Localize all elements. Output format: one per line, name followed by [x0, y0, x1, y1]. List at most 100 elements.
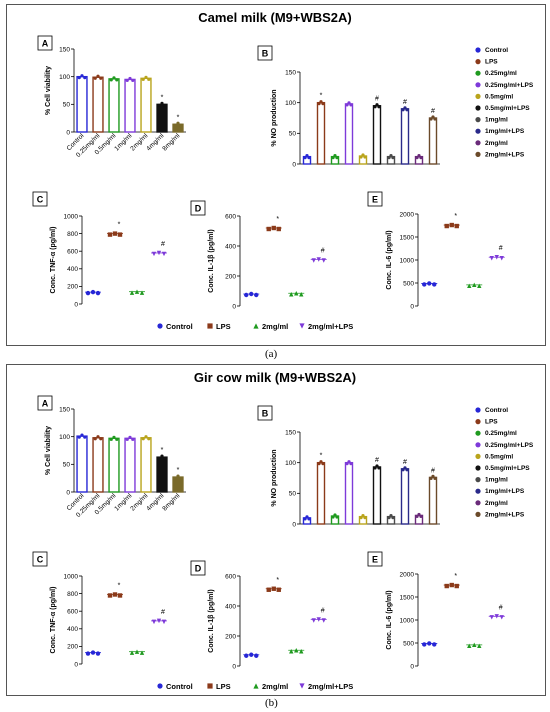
fig0-legend-bottom-label: 2mg/ml	[262, 322, 288, 331]
fig0-panel-B-legend-label: 1mg/ml+LPS	[485, 128, 525, 135]
fig0-panel-B-legend-swatch	[475, 117, 481, 123]
fig1-panel-A-point	[163, 456, 167, 460]
fig1-panel-B-legend-swatch	[475, 419, 481, 425]
fig0-panel-B-ytick-label: 0	[292, 161, 296, 168]
fig1-panel-B-point	[363, 516, 367, 520]
fig0-panel-E-annotation: *	[454, 213, 457, 220]
fig1-legend-bottom-label: 2mg/ml+LPS	[308, 682, 353, 691]
fig1-panel-B-legend-swatch	[475, 407, 481, 413]
fig0-panel-D-ytick-label: 0	[232, 303, 236, 310]
fig0-panel-C-point	[117, 232, 123, 237]
fig0-panel-A-point	[128, 76, 132, 81]
fig1-panel-C-ytick-label: 800	[67, 591, 78, 598]
fig1-panel-E-point	[432, 642, 437, 647]
fig1-panel-B-point	[373, 466, 377, 470]
fig0-panel-A-point	[176, 121, 180, 125]
fig1-panel-B-legend-swatch	[475, 453, 481, 459]
figure-a-box	[6, 4, 546, 346]
fig1-panel-C-letter-box	[32, 551, 48, 567]
fig1-panel-B-point	[387, 516, 391, 520]
fig1-panel-C-annotation: *	[118, 582, 121, 589]
fig1-panel-B-letter: B	[262, 409, 269, 419]
fig0-panel-A-point	[147, 77, 151, 81]
fig0-panel-A-point	[109, 78, 113, 82]
fig1-panel-B-ytick-label: 150	[285, 429, 296, 436]
fig0-panel-D-point	[276, 226, 281, 232]
fig1-panel-C-point	[85, 651, 91, 656]
fig0-panel-B-point	[361, 153, 365, 157]
fig0-panel-A-point	[163, 103, 167, 107]
fig0-panel-B-ytick-label: 150	[285, 69, 296, 76]
fig0-panel-E-point	[467, 283, 472, 289]
fig1-panel-D-point	[311, 618, 316, 623]
fig0-panel-A-ytick-label: 150	[59, 46, 70, 53]
fig1-panel-B-annotation: #	[403, 459, 407, 466]
fig0-panel-B-legend-swatch	[475, 128, 481, 134]
fig1-panel-A-bar	[76, 435, 88, 493]
fig0-panel-E-letter: E	[372, 195, 378, 205]
fig1-panel-C-point	[129, 650, 135, 655]
fig1-legend-bottom-label: Control	[166, 682, 193, 691]
fig1-panel-B-legend-swatch	[475, 488, 481, 494]
fig0-panel-A-bar	[156, 103, 168, 133]
fig0-panel-B-point	[373, 105, 377, 109]
fig1-panel-B-legend-swatch	[475, 430, 481, 436]
fig0-panel-B-point	[345, 103, 349, 107]
fig1-panel-B-bar	[316, 461, 326, 525]
fig1-panel-B-point	[431, 474, 435, 478]
fig0-panel-E-point	[477, 283, 482, 289]
fig0-panel-E-point	[422, 282, 427, 287]
fig1-panel-A-bar	[156, 456, 168, 493]
fig0-panel-D-point	[321, 258, 326, 263]
fig1-panel-B-point	[303, 517, 307, 521]
fig1-panel-A-point	[176, 474, 180, 478]
fig0-panel-E-letter-box	[367, 191, 383, 207]
fig0-panel-B-point	[419, 156, 423, 160]
fig1-panel-A-bar	[124, 437, 136, 493]
fig0-panel-E-point	[489, 256, 494, 261]
fig1-panel-B-point	[417, 512, 421, 517]
fig1-panel-B-point	[305, 515, 309, 519]
fig1-panel-C-point	[95, 651, 101, 656]
fig0-panel-C-ytick-label: 800	[67, 231, 78, 238]
fig0-panel-A-point	[125, 78, 129, 83]
fig0-panel-A-point	[112, 76, 116, 80]
fig0-panel-B-annotation: *	[320, 93, 323, 100]
fig1-panel-B-legend-label: 0.5mg/ml+LPS	[485, 465, 530, 472]
fig0-panel-B-point	[387, 156, 391, 160]
fig1-legend-bottom-swatch	[299, 683, 305, 689]
fig0-panel-B-ytick-label: 100	[285, 100, 296, 107]
fig1-panel-A-point	[128, 435, 132, 439]
fig0-panel-E-point	[432, 282, 437, 287]
fig0-panel-C-annotation: #	[161, 241, 165, 248]
fig1-panel-B-legend-label: 2mg/ml	[485, 500, 508, 507]
fig0-panel-B-legend-swatch	[475, 59, 481, 65]
fig1-panel-B-point	[415, 514, 419, 519]
fig0-panel-B-point	[363, 155, 367, 159]
fig1-panel-A-category-label: 8mg/ml	[161, 492, 181, 512]
fig0-panel-C-ytick-label: 0	[74, 301, 78, 308]
fig0-panel-B-point	[389, 154, 393, 158]
fig0-panel-B-bar	[372, 105, 382, 165]
fig1-panel-D-ylabel: Conc. IL-1β (pg/ml)	[208, 589, 215, 652]
fig0-panel-E-point	[454, 223, 459, 229]
fig1-panel-B-point	[307, 517, 311, 521]
fig0-panel-B-point	[303, 156, 307, 160]
fig1-panel-B-point	[361, 514, 365, 518]
fig0-panel-B-point	[377, 105, 381, 109]
fig0-panel-A-point	[93, 76, 97, 80]
fig1-panel-B-legend-swatch	[475, 477, 481, 483]
fig0-panel-A-bar	[108, 78, 120, 133]
fig1-panel-A-ylabel: % Cell viability	[45, 426, 52, 475]
fig1-panel-E-ylabel: Conc. IL-6 (pg/ml)	[386, 590, 393, 649]
fig0-panel-D-letter-box	[190, 200, 206, 216]
fig1-panel-D-ytick-label: 200	[225, 633, 236, 640]
fig0-panel-C-point	[139, 290, 145, 295]
fig1-panel-C-point	[139, 650, 145, 655]
fig0-panel-B-bar	[344, 103, 354, 165]
fig1-panel-E-point	[499, 615, 504, 620]
fig1-panel-B-ylabel: % NO production	[271, 449, 278, 506]
fig0-panel-E-ytick-label: 0	[410, 303, 414, 310]
fig0-panel-B-legend-swatch	[475, 70, 481, 76]
fig0-panel-B-point	[349, 103, 353, 107]
